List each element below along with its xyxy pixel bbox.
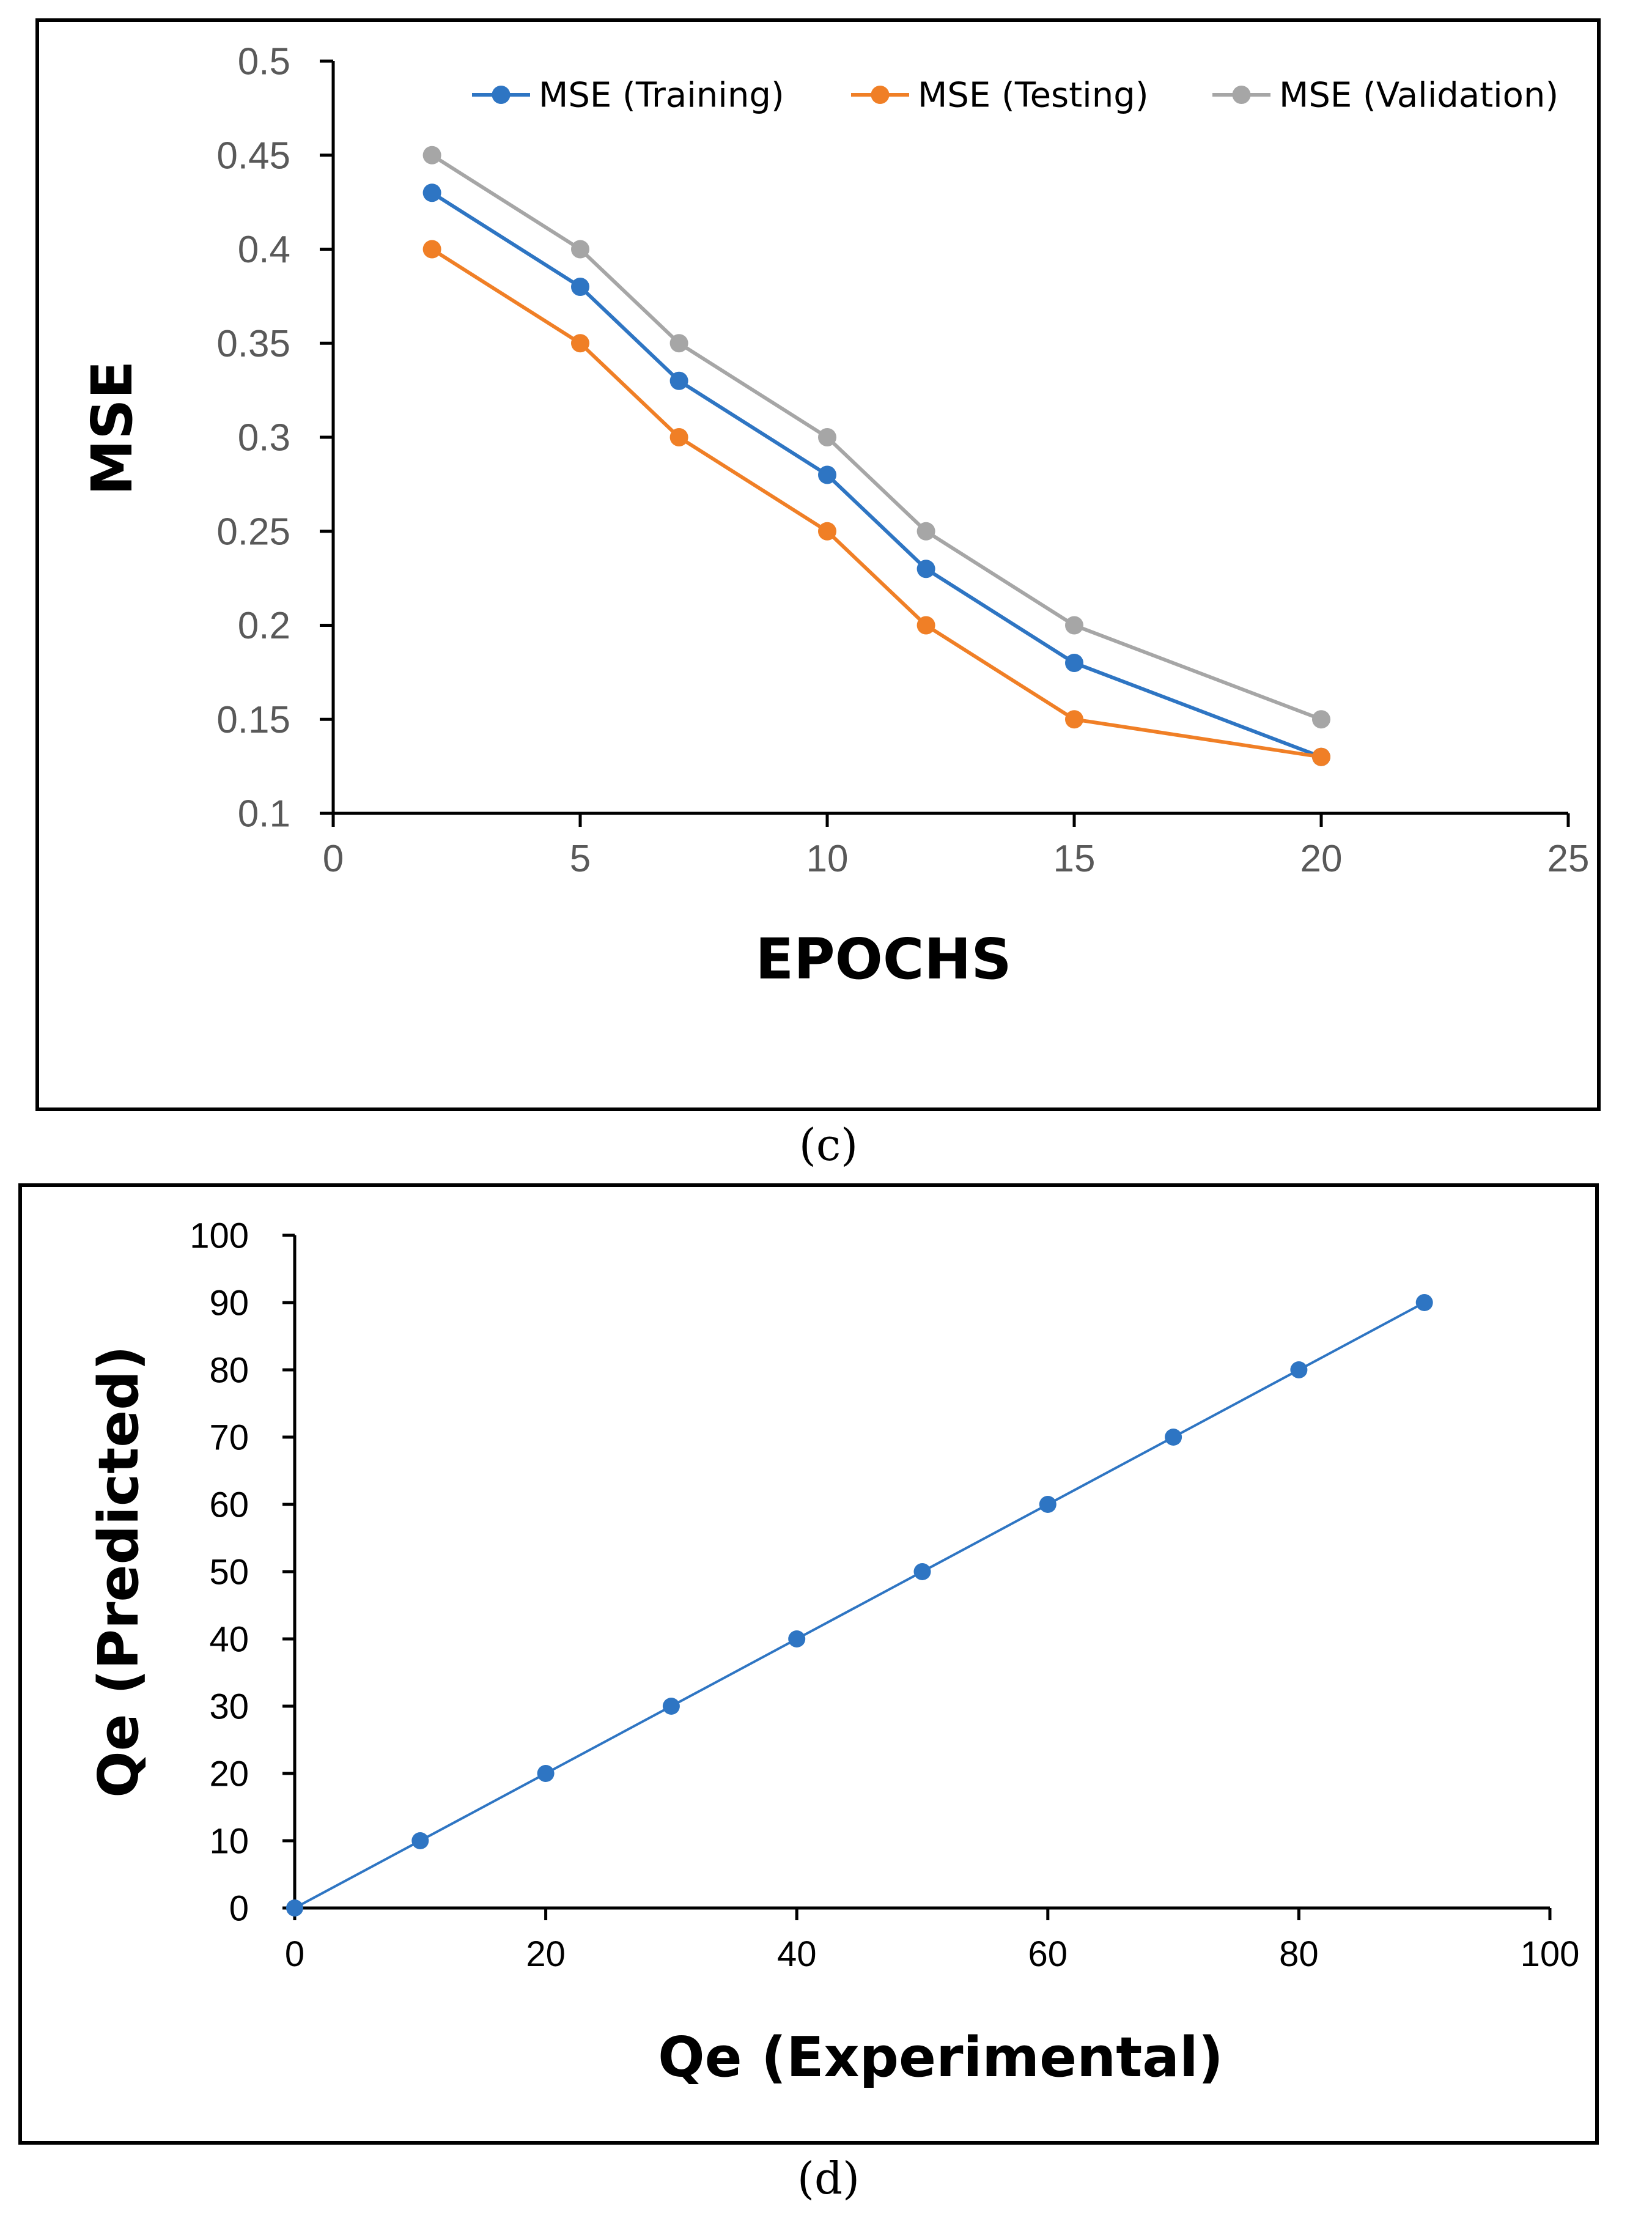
data-point	[818, 522, 836, 541]
data-point	[422, 240, 441, 259]
legend-entry: MSE (Training)	[539, 76, 784, 116]
y-tick-label: 40	[209, 1619, 249, 1659]
x-tick-label: 20	[526, 1934, 566, 1974]
data-point	[818, 465, 836, 484]
series-line	[294, 1301, 1425, 1909]
y-axis-title: MSE	[79, 361, 145, 496]
legend-swatch-marker	[871, 86, 890, 104]
y-tick-label: 0.15	[216, 699, 290, 741]
x-axis-title: Qe (Experimental)	[658, 2025, 1223, 2090]
x-tick-label: 0	[285, 1934, 304, 1974]
y-tick-label: 0.3	[238, 417, 290, 459]
data-point	[286, 1899, 303, 1917]
x-tick-label: 0	[323, 838, 344, 880]
data-point	[669, 428, 688, 446]
data-point	[788, 1630, 806, 1647]
y-tick-label: 0	[229, 1888, 249, 1928]
y-tick-label: 60	[209, 1485, 249, 1525]
data-point	[571, 240, 589, 259]
data-point	[916, 616, 935, 635]
y-tick-label: 30	[209, 1687, 249, 1726]
data-point	[1290, 1361, 1308, 1378]
data-point	[1312, 747, 1330, 766]
data-point	[1312, 710, 1330, 729]
data-point	[1165, 1429, 1182, 1446]
y-tick-label: 0.1	[238, 793, 290, 835]
y-tick-label: 100	[190, 1216, 249, 1255]
data-point	[1065, 710, 1083, 729]
mse-epochs-chart: 0.1 0.15 0.2 0.25 0.3 0.35 0.4 0.45 0.5 0 5 10 15 20 2…	[79, 41, 1590, 992]
x-tick-label: 15	[1053, 838, 1096, 880]
data-point	[1065, 616, 1083, 635]
data-point	[662, 1698, 680, 1715]
y-tick-label: 80	[209, 1350, 249, 1390]
data-point	[1415, 1294, 1433, 1311]
y-tick-label: 0.35	[216, 323, 290, 365]
y-tick-label: 0.5	[238, 41, 290, 83]
data-point	[669, 371, 688, 390]
legend-entry: MSE (Validation)	[1279, 76, 1558, 116]
y-tick-label: 0.4	[238, 229, 290, 271]
x-tick-label: 100	[1521, 1934, 1580, 1974]
y-tick-label: 70	[209, 1418, 249, 1457]
chart-panel-c	[35, 18, 1601, 1111]
data-point	[916, 522, 935, 541]
y-tick-label: 0.25	[216, 511, 290, 553]
caption-c: (c)	[798, 1119, 858, 1170]
data-point	[411, 1832, 429, 1849]
x-tick-label: 10	[806, 838, 849, 880]
y-tick-label: 90	[209, 1283, 249, 1323]
data-point	[571, 334, 589, 353]
x-tick-label: 40	[777, 1934, 817, 1974]
y-tick-label: 0.2	[238, 605, 290, 647]
data-point	[916, 560, 935, 579]
y-tick-label: 0.45	[216, 135, 290, 177]
data-point	[422, 146, 441, 165]
y-tick-label: 20	[209, 1754, 249, 1794]
data-point	[1039, 1496, 1056, 1513]
caption-d: (d)	[797, 2153, 860, 2204]
data-point	[537, 1765, 555, 1782]
x-tick-label: 80	[1279, 1934, 1319, 1974]
data-point	[913, 1563, 931, 1580]
y-axis-title: Qe (Predicted)	[87, 1345, 151, 1798]
x-tick-label: 60	[1028, 1934, 1068, 1974]
x-axis-title: EPOCHS	[755, 926, 1011, 992]
data-point	[422, 183, 441, 202]
data-point	[1065, 654, 1083, 672]
legend-swatch-marker	[492, 86, 511, 104]
chart-panel-d	[18, 1183, 1599, 2145]
data-point	[669, 334, 688, 353]
y-tick-label: 50	[209, 1552, 249, 1592]
legend-swatch-marker	[1232, 86, 1251, 104]
data-point	[818, 428, 836, 446]
x-tick-label: 20	[1300, 838, 1343, 880]
y-tick-label: 10	[209, 1821, 249, 1861]
legend-entry: MSE (Testing)	[918, 76, 1149, 116]
data-point	[571, 278, 589, 296]
x-tick-label: 25	[1547, 838, 1590, 880]
x-tick-label: 5	[570, 838, 591, 880]
